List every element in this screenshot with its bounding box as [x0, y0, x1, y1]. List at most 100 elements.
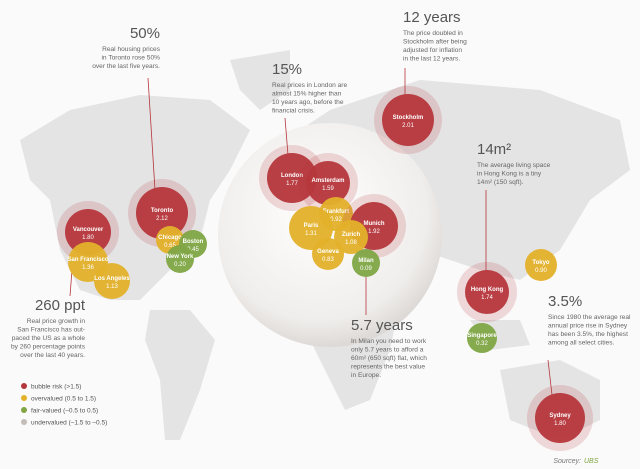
callout-text: annual price rise in Sydney: [548, 323, 628, 330]
city-name: Munich: [364, 221, 385, 227]
callout-title: 50%: [130, 25, 160, 42]
legend-swatch: [21, 395, 27, 401]
callout-text: The price doubled in: [403, 30, 463, 37]
city-value: 2.01: [402, 123, 414, 129]
city-value: 1.36: [82, 265, 94, 271]
callout-text: Since 1980 the average real: [548, 314, 631, 321]
callout-text: Real price growth in: [27, 318, 86, 325]
callout-text: in the last 12 years.: [403, 56, 460, 63]
city-name: Paris: [304, 223, 319, 229]
callout-text: adjusted for inflation: [403, 47, 462, 54]
city-value: 1.77: [286, 181, 298, 187]
callout-text: over the last 40 years.: [20, 352, 85, 359]
city-name: Tokyo: [532, 260, 550, 266]
city-name: Frankfurt: [323, 209, 349, 215]
callout-text: represents the best value: [351, 364, 425, 371]
city-name: Milan: [358, 258, 374, 264]
callout-title: 260 ppt: [35, 297, 86, 314]
city-value: 1.31: [305, 231, 317, 237]
city-value: 1.80: [82, 235, 94, 241]
callout-text: paced the US as a whole: [12, 335, 86, 342]
callout-text: only 5.7 years to afford a: [351, 347, 424, 354]
callout-text: in Toronto rose 50%: [101, 55, 160, 62]
bubble: [289, 206, 333, 250]
city-value: 1.92: [368, 229, 380, 235]
city-name: Boston: [183, 239, 204, 245]
callout-title: 5.7 years: [351, 317, 413, 334]
source-name: UBS: [584, 458, 599, 465]
bubble: [525, 249, 557, 281]
callout-text: almost 15% higher than: [272, 91, 342, 98]
bubble: [465, 270, 509, 314]
legend-label: bubble risk (>1.5): [31, 383, 81, 390]
city-name: Hong Kong: [471, 287, 504, 293]
callout-title: 12 years: [403, 9, 461, 26]
city-name: Toronto: [151, 208, 174, 214]
callout-lines: [69, 68, 553, 396]
city-name: Stockholm: [393, 115, 424, 121]
source-prefix: Sourcey:: [553, 458, 581, 465]
callout-text: 14m² (150 sqft).: [477, 179, 524, 186]
city-value: 1.80: [554, 421, 566, 427]
city-value: 1.08: [345, 240, 357, 246]
bubble: [267, 153, 317, 203]
city-name: New York: [167, 254, 194, 260]
city-name: London: [281, 173, 303, 179]
callout-text: in Hong Kong is a tiny: [477, 171, 542, 178]
bubble: [136, 187, 188, 239]
callout-text: financial crisis.: [272, 108, 315, 115]
city-name: Singapore: [467, 333, 497, 339]
legend-swatch: [21, 383, 27, 389]
city-value: 0.92: [330, 217, 342, 223]
city-name: Sydney: [549, 413, 571, 419]
callout-text: 10 years ago, before the: [272, 99, 344, 106]
legend-swatch: [21, 419, 27, 425]
bubble: [306, 161, 350, 205]
callout-text: San Francisco has out-: [17, 327, 85, 334]
callout-text: in Europe.: [351, 372, 381, 379]
city-name: Zurich: [342, 232, 361, 238]
callout-text: by 260 percentage points: [11, 344, 86, 351]
callout-text: Stockholm after being: [403, 39, 467, 46]
legend-label: undervalued (–1.5 to –0.5): [31, 419, 107, 426]
city-value: 0.32: [476, 341, 488, 347]
callout-text: Real housing prices: [102, 46, 161, 53]
city-name: Amsterdam: [311, 178, 344, 184]
city-value: 0.20: [174, 262, 186, 268]
city-name: Geneva: [317, 249, 339, 255]
city-value: 0.09: [360, 266, 372, 272]
callout-text: over the last five years.: [92, 63, 160, 70]
callout-text: among all select cities.: [548, 340, 615, 347]
legend-swatch: [21, 407, 27, 413]
city-value: 1.59: [322, 186, 334, 192]
city-value: 0.45: [187, 247, 199, 253]
callout-text: has been 3.5%, the highest: [548, 331, 628, 338]
city-value: 0.90: [535, 268, 547, 274]
city-value: 0.83: [322, 257, 334, 263]
bubble: [94, 263, 130, 299]
bubble: [352, 249, 380, 277]
callout-text: Real prices in London are: [272, 82, 347, 89]
callouts: 50% Real housing prices in Toronto rose 50…: [11, 9, 631, 379]
legend-label: fair-valued (–0.5 to 0.5): [31, 407, 98, 414]
bubble: [334, 220, 368, 254]
bubble: [467, 323, 497, 353]
callout-title: 3.5%: [548, 293, 582, 310]
city-value: 1.13: [106, 284, 118, 290]
legend-label: overvalued (0.5 to 1.5): [31, 395, 96, 402]
callout-text: 60m² (650 sqft) flat, which: [351, 355, 427, 362]
bubble: [535, 393, 585, 443]
callout-text: The average living space: [477, 162, 551, 169]
city-name: Chicago: [158, 235, 182, 241]
city-value: 2.12: [156, 216, 168, 222]
bubble: [382, 94, 434, 146]
legend: bubble risk (>1.5) overvalued (0.5 to 1.5…: [21, 383, 107, 426]
city-name: Los Angeles: [94, 276, 130, 282]
city-value: 1.74: [481, 295, 493, 301]
callout-title: 15%: [272, 61, 302, 78]
city-name: Vancouver: [73, 227, 104, 233]
callout-text: In Milan you need to work: [351, 338, 427, 345]
city-name: San Francisco: [67, 257, 108, 263]
